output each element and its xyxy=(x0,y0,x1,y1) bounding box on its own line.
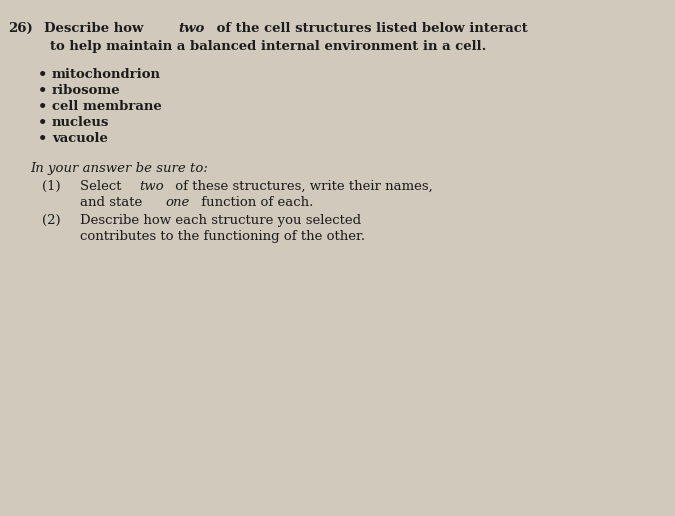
Text: •: • xyxy=(38,116,47,130)
Text: mitochondrion: mitochondrion xyxy=(52,68,161,81)
Text: •: • xyxy=(38,84,47,98)
Text: vacuole: vacuole xyxy=(52,132,108,145)
Text: of the cell structures listed below interact: of the cell structures listed below inte… xyxy=(212,22,528,35)
Text: two: two xyxy=(139,180,164,193)
Text: Describe how: Describe how xyxy=(44,22,148,35)
Text: contributes to the functioning of the other.: contributes to the functioning of the ot… xyxy=(80,230,365,243)
Text: In your answer be sure to:: In your answer be sure to: xyxy=(30,162,208,175)
Text: two: two xyxy=(178,22,205,35)
Text: (2): (2) xyxy=(42,214,61,227)
Text: cell membrane: cell membrane xyxy=(52,100,162,113)
Text: and state: and state xyxy=(80,196,146,209)
Text: to help maintain a balanced internal environment in a cell.: to help maintain a balanced internal env… xyxy=(50,40,487,53)
Text: of these structures, write their names,: of these structures, write their names, xyxy=(171,180,433,193)
Text: one: one xyxy=(166,196,190,209)
Text: function of each.: function of each. xyxy=(197,196,314,209)
Text: ribosome: ribosome xyxy=(52,84,121,97)
Text: nucleus: nucleus xyxy=(52,116,109,129)
Text: •: • xyxy=(38,100,47,114)
Text: •: • xyxy=(38,68,47,82)
Text: Select: Select xyxy=(80,180,126,193)
Text: 26): 26) xyxy=(8,22,33,35)
Text: •: • xyxy=(38,132,47,146)
Text: Describe how each structure you selected: Describe how each structure you selected xyxy=(80,214,361,227)
Text: (1): (1) xyxy=(42,180,61,193)
